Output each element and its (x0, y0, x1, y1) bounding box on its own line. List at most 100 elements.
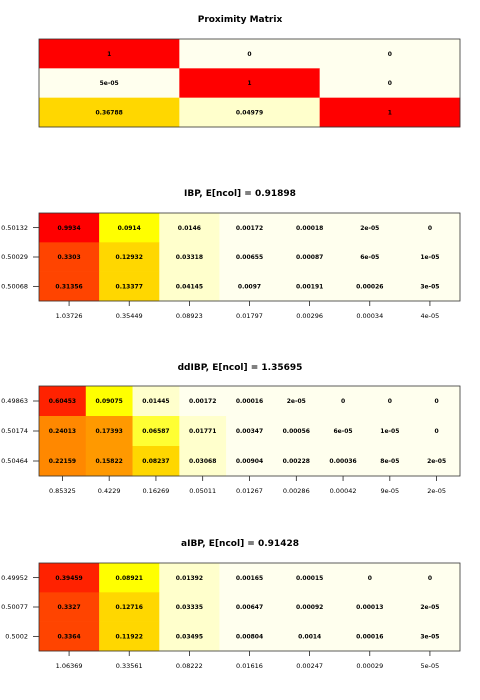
cell-value: 0 (428, 575, 432, 582)
cell-value: 0.06587 (142, 428, 169, 435)
heatmap-cell (366, 446, 414, 477)
heatmap-cell (132, 416, 180, 447)
heatmap-cell (339, 592, 401, 622)
heatmap-cell (85, 386, 133, 417)
cell-value: 0.00347 (236, 428, 263, 435)
cell-value: 0.17393 (96, 428, 123, 435)
heatmap-cell (159, 271, 220, 302)
cell-value: 0.39459 (55, 575, 82, 582)
x-tick-label: 1.03726 (56, 312, 83, 320)
cell-value: 0 (435, 428, 439, 435)
cell-value: 0 (341, 398, 345, 405)
heatmap-cell (39, 213, 100, 243)
heatmap-cell (226, 386, 274, 417)
cell-value: 0.01771 (189, 428, 216, 435)
cell-value: 0.0914 (118, 225, 141, 232)
cell-value: 3e-05 (420, 284, 439, 291)
cell-value: 0.01445 (142, 398, 169, 405)
cell-value: 0.15822 (96, 458, 123, 465)
cell-value: 0.08921 (116, 575, 143, 582)
heatmap-cell (39, 68, 180, 98)
chart-title: IBP, E[ncol] = 0.91898 (184, 189, 296, 199)
heatmap-cell (339, 621, 401, 652)
heatmap-cell (413, 386, 461, 417)
heatmap-cell (179, 39, 320, 69)
heatmap-panel: aIBP, E[ncol] = 0.91428 0.39459 0.08921 0.0… (1, 539, 461, 670)
heatmap-cell (179, 446, 227, 477)
cell-value: 0.00015 (296, 575, 323, 582)
cell-value: 0.31356 (55, 284, 82, 291)
x-tick-label: 0.01616 (236, 662, 263, 670)
cell-value: 1e-05 (380, 428, 399, 435)
heatmap-cell (159, 592, 220, 622)
cell-value: 0.0014 (298, 634, 321, 641)
heatmap-cell (219, 563, 280, 593)
cell-value: 0.08237 (142, 458, 169, 465)
heatmap-cell (99, 563, 160, 593)
heatmap-cell (399, 213, 461, 243)
heatmap-cell (39, 416, 87, 447)
x-tick-label: 0.00247 (296, 662, 323, 670)
cell-value: 0.00804 (236, 634, 263, 641)
heatmap-cell (366, 416, 414, 447)
heatmap-cell (179, 386, 227, 417)
heatmap-cell (99, 621, 160, 652)
cell-value: 0.13377 (116, 284, 143, 291)
heatmap-cell (272, 446, 320, 477)
heatmap-cell (39, 97, 180, 128)
x-tick-label: 2e-05 (427, 487, 446, 495)
cell-value: 1 (247, 80, 251, 87)
heatmap-panel: IBP, E[ncol] = 0.91898 0.9934 0.0914 0.0146… (1, 189, 461, 320)
chart-title: ddIBP, E[ncol] = 1.35695 (178, 363, 303, 373)
cell-value: 2e-05 (360, 225, 379, 232)
cell-value: 0.00647 (236, 604, 263, 611)
x-tick-label: 0.33561 (116, 662, 143, 670)
cell-value: 0.00191 (296, 284, 323, 291)
cell-value: 0.00655 (236, 254, 263, 261)
heatmap-cell (226, 446, 274, 477)
x-tick-label: 0.08222 (176, 662, 203, 670)
cell-value: 0 (388, 80, 392, 87)
heatmap-cell (99, 242, 160, 272)
heatmap-cell (272, 416, 320, 447)
heatmap-cell (99, 271, 160, 302)
heatmap-cell (279, 242, 341, 272)
y-tick-label: 0.50077 (1, 603, 28, 611)
cell-value: 0.00026 (356, 284, 383, 291)
y-tick-label: 0.50029 (1, 253, 28, 261)
y-tick-label: 0.50132 (1, 224, 28, 232)
x-tick-label: 0.00286 (283, 487, 310, 495)
plot-frame (38, 38, 461, 128)
cell-value: 1e-05 (420, 254, 439, 261)
heatmap-cell (179, 68, 320, 98)
x-tick-label: 0.08923 (176, 312, 203, 320)
y-tick-label: 0.50174 (1, 427, 28, 435)
x-tick-label: 1.06369 (56, 662, 83, 670)
cell-value: 0.60453 (49, 398, 76, 405)
heatmap-cell (319, 97, 461, 128)
heatmap-cell (39, 446, 87, 477)
heatmap-cell (399, 563, 461, 593)
heatmap-cell (39, 563, 100, 593)
heatmap-cell (219, 213, 280, 243)
heatmap-cell (319, 386, 367, 417)
heatmap-cell (339, 242, 401, 272)
heatmap-cell (219, 271, 280, 302)
heatmap-cell (279, 213, 341, 243)
cell-value: 0 (388, 51, 392, 58)
cell-value: 1 (388, 110, 392, 117)
cell-value: 0 (388, 398, 392, 405)
cell-value: 0.04979 (236, 110, 263, 117)
cell-value: 0.00013 (356, 604, 383, 611)
cell-value: 0.00172 (189, 398, 216, 405)
chart-title: Proximity Matrix (198, 15, 283, 25)
heatmap-cell (219, 242, 280, 272)
heatmap-cell (339, 563, 401, 593)
heatmap-cell (39, 242, 100, 272)
heatmap-cell (219, 592, 280, 622)
cell-value: 0.3364 (57, 634, 80, 641)
heatmap-cell (279, 621, 341, 652)
heatmap-cell (399, 621, 461, 652)
cell-value: 0.03068 (189, 458, 216, 465)
